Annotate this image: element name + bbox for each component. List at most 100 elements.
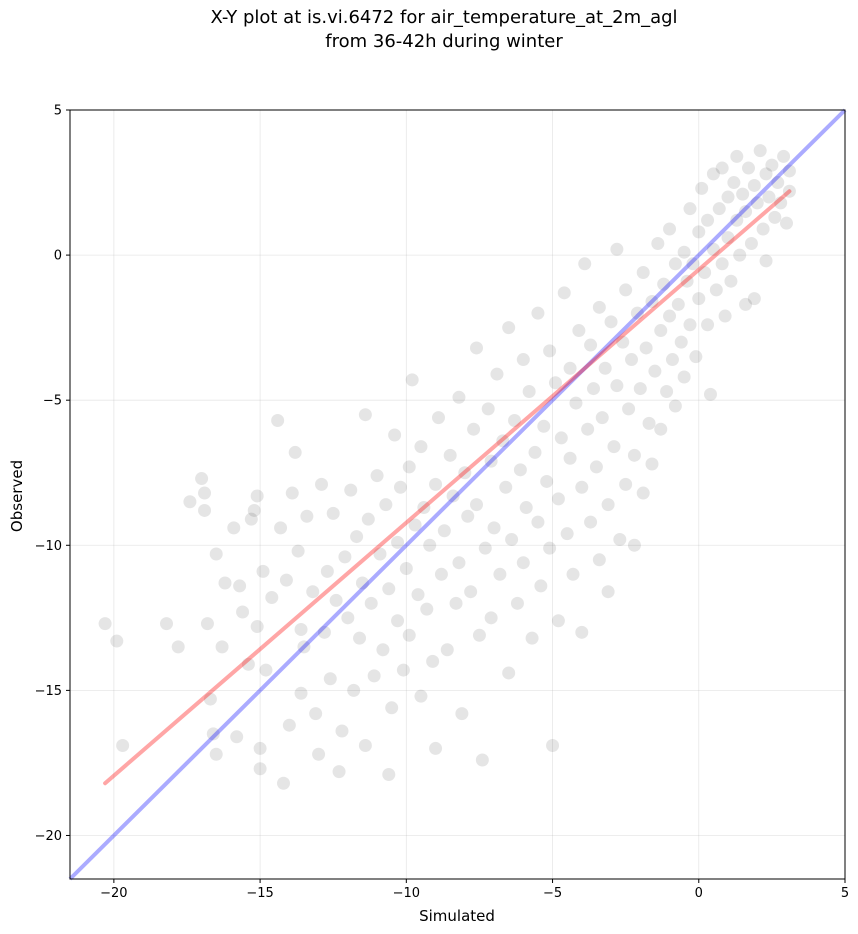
- scatter-point: [718, 309, 732, 323]
- scatter-point: [227, 521, 241, 535]
- scatter-point: [575, 625, 589, 639]
- scatter-point: [288, 445, 302, 459]
- scatter-point: [677, 245, 691, 259]
- scatter-point: [598, 361, 612, 375]
- scatter-point: [654, 422, 668, 436]
- scatter-point: [452, 390, 466, 404]
- scatter-point: [209, 747, 223, 761]
- scatter-point: [437, 524, 451, 538]
- scatter-point: [747, 292, 761, 306]
- scatter-point: [481, 402, 495, 416]
- scatter-point: [689, 350, 703, 364]
- fit-line: [103, 189, 792, 786]
- scatter-point: [508, 414, 522, 428]
- scatter-point: [317, 625, 331, 639]
- scatter-point: [472, 628, 486, 642]
- scatter-point: [382, 768, 396, 782]
- scatter-point: [484, 611, 498, 625]
- scatter-point: [709, 283, 723, 297]
- scatter-point: [592, 553, 606, 567]
- scatter-point: [604, 315, 618, 329]
- scatter-point: [747, 178, 761, 192]
- scatter-point: [206, 727, 220, 741]
- scatter-point: [750, 196, 764, 210]
- scatter-point: [543, 541, 557, 555]
- scatter-point: [759, 254, 773, 268]
- scatter-point: [475, 753, 489, 767]
- reference-lines: [68, 108, 847, 881]
- scatter-point: [183, 495, 197, 509]
- scatter-point: [402, 460, 416, 474]
- scatter-point: [496, 434, 510, 448]
- scatter-point: [554, 431, 568, 445]
- scatter-point: [396, 663, 410, 677]
- scatter-point: [715, 257, 729, 271]
- scatter-point: [367, 669, 381, 683]
- scatter-point: [300, 509, 314, 523]
- scatter-point: [782, 164, 796, 178]
- scatter-point: [645, 457, 659, 471]
- y-tick-label: −10: [35, 539, 62, 554]
- scatter-point: [233, 579, 247, 593]
- scatter-point: [326, 506, 340, 520]
- scatter-point: [516, 353, 530, 367]
- scatter-point: [98, 617, 112, 631]
- scatter-point: [668, 399, 682, 413]
- x-tick-label: 0: [695, 886, 703, 901]
- scatter-point: [581, 422, 595, 436]
- scatter-point: [645, 295, 659, 309]
- scatter-point: [627, 538, 641, 552]
- scatter-point: [730, 213, 744, 227]
- scatter-point: [285, 486, 299, 500]
- scatter-point: [768, 210, 782, 224]
- scatter-point: [417, 501, 431, 515]
- scatter-point: [171, 640, 185, 654]
- scatter-point: [651, 236, 665, 250]
- scatter-point: [253, 762, 267, 776]
- scatter-point: [358, 739, 372, 753]
- scatter-point: [780, 216, 794, 230]
- scatter-point: [247, 503, 261, 517]
- scatter-point: [259, 663, 273, 677]
- scatter-point: [426, 654, 440, 668]
- chart-subtitle: from 36-42h during winter: [325, 31, 563, 52]
- scatter-point: [540, 474, 554, 488]
- scatter-point: [531, 306, 545, 320]
- scatter-point: [721, 231, 735, 245]
- scatter-point: [680, 274, 694, 288]
- x-tick-label: −20: [100, 886, 127, 901]
- identity-line: [68, 108, 847, 881]
- scatter-point: [548, 376, 562, 390]
- scatter-point: [350, 530, 364, 544]
- scatter-point: [739, 205, 753, 219]
- scatter-point: [531, 515, 545, 529]
- scatter-point: [636, 266, 650, 280]
- scatter-point: [467, 422, 481, 436]
- scatter-point: [610, 379, 624, 393]
- scatter-point: [703, 387, 717, 401]
- scatter-point: [502, 321, 516, 335]
- scatter-point: [633, 382, 647, 396]
- scatter-point: [572, 324, 586, 338]
- scatter-point: [461, 509, 475, 523]
- scatter-point: [385, 701, 399, 715]
- scatter-point: [613, 532, 627, 546]
- scatter-point: [391, 614, 405, 628]
- scatter-point: [706, 167, 720, 181]
- scatter-point: [706, 242, 720, 256]
- scatter-point: [411, 588, 425, 602]
- scatter-point: [560, 527, 574, 541]
- scatter-point: [250, 489, 264, 503]
- scatter-point: [756, 222, 770, 236]
- scatter-point: [610, 242, 624, 256]
- scatter-point: [502, 666, 516, 680]
- scatter-point: [370, 469, 384, 483]
- scatter-point: [733, 248, 747, 262]
- scatter-point: [276, 776, 290, 790]
- scatter-point: [116, 739, 130, 753]
- scatter-point: [215, 640, 229, 654]
- scatter-point: [499, 480, 513, 494]
- scatter-point: [630, 306, 644, 320]
- scatter-point: [434, 567, 448, 581]
- scatter-point: [592, 300, 606, 314]
